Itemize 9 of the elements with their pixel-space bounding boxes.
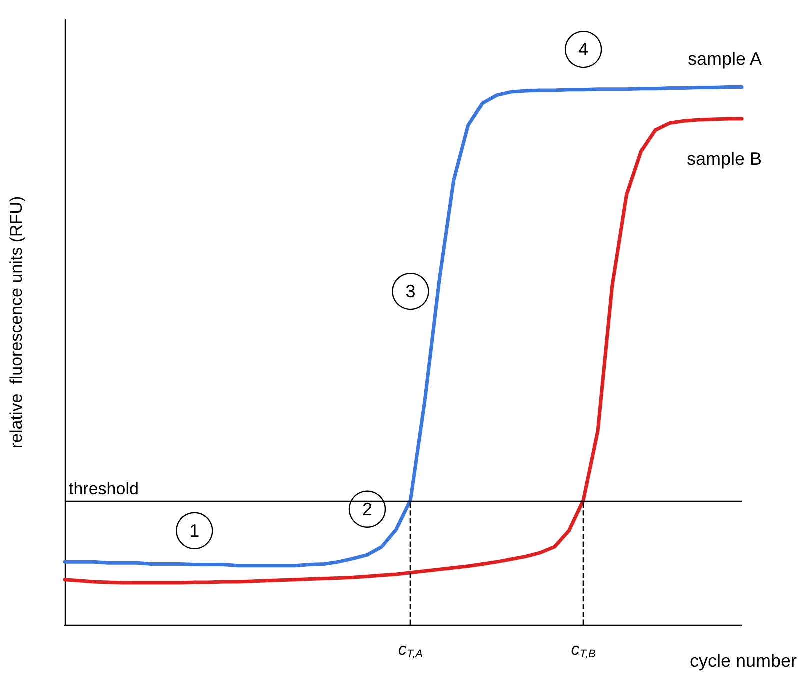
series-label: sample A [688, 49, 762, 70]
annotation: 1 [190, 520, 200, 541]
annotation: 2 [362, 499, 372, 520]
y-axis-title: relative fluorescence units (RFU) [7, 196, 26, 449]
annotation: 3 [406, 282, 416, 302]
text: 4 [578, 40, 589, 60]
ref-line-label: threshold [69, 479, 139, 498]
series-label: sample B [686, 148, 762, 169]
x-axis-title: cycle number [690, 651, 797, 671]
